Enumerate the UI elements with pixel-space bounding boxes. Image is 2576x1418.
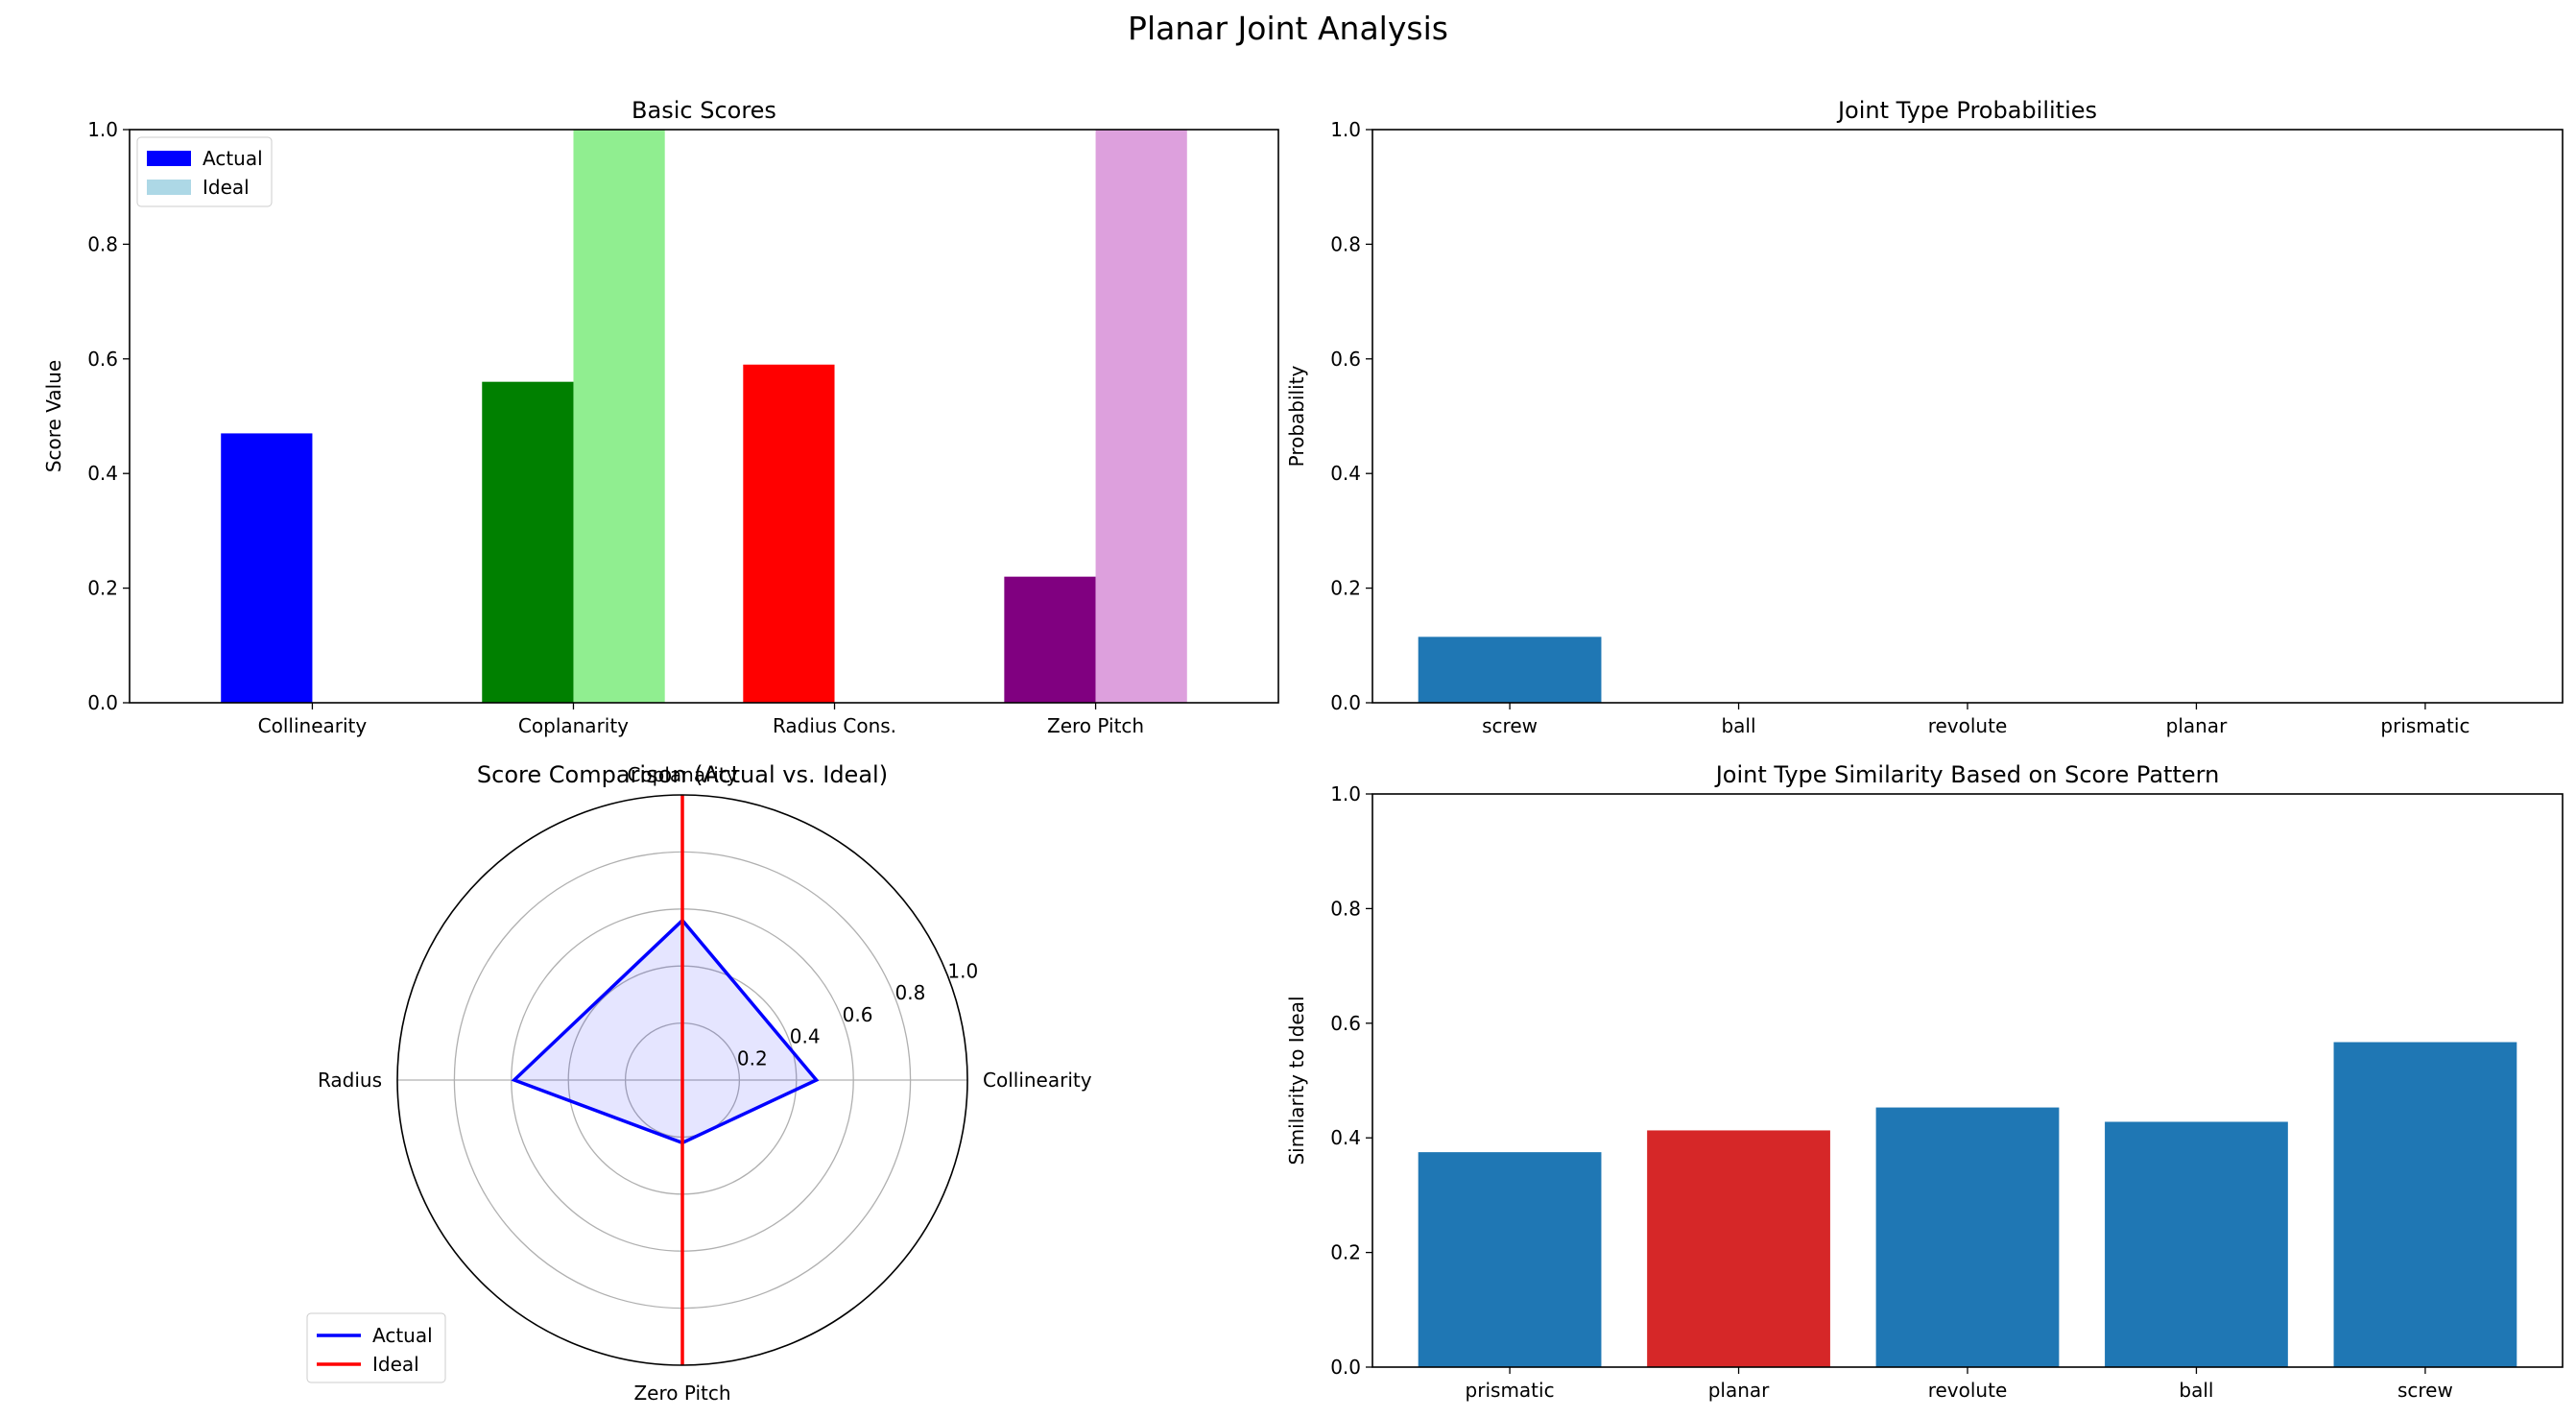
bar-prismatic <box>1418 1152 1602 1367</box>
legend: Actual Ideal <box>306 1312 446 1383</box>
bar-actual-radius-cons <box>743 364 835 703</box>
axis-label-coplanarity: Coplanarity <box>627 763 737 786</box>
y-tick-label: 0.4 <box>1330 462 1361 485</box>
y-tick-label: 1.0 <box>87 118 118 141</box>
chart-title: Joint Type Similarity Based on Score Pat… <box>1714 761 2220 788</box>
axis-label-collinearity: Collinearity <box>983 1069 1092 1092</box>
y-tick-label: 0.6 <box>87 348 118 371</box>
axis-label-zero-pitch: Zero Pitch <box>633 1382 730 1405</box>
axes-frame <box>1371 129 2564 704</box>
chart-score-comparison: 0.2 0.4 0.6 0.8 1.0 Collinearity Coplanarity Ra… <box>306 761 1092 1405</box>
y-tick-label: 1.0 <box>1330 782 1361 805</box>
y-tick-label: 0.0 <box>1330 691 1361 714</box>
x-tick-label-collinearity: Collinearity <box>258 714 368 737</box>
x-tick-label-ball: ball <box>2179 1379 2213 1402</box>
y-axis-label: Similarity to Ideal <box>1285 996 1308 1165</box>
x-tick-label-planar: planar <box>2166 714 2228 737</box>
r-tick-label: 0.6 <box>843 1003 873 1026</box>
x-tick-label-prismatic: prismatic <box>2380 714 2469 737</box>
y-tick-label: 0.0 <box>1330 1356 1361 1379</box>
radar-area-actual <box>513 920 817 1143</box>
x-tick-label-revolute: revolute <box>1928 1379 2008 1402</box>
legend-label-actual: Actual <box>372 1324 433 1347</box>
axes-frame <box>1371 793 2564 1368</box>
chart-title: Joint Type Probabilities <box>1836 97 2097 124</box>
r-tick-label: 0.4 <box>790 1025 821 1048</box>
x-tick-label-screw: screw <box>2397 1379 2453 1402</box>
y-tick-label: 0.6 <box>1330 1012 1361 1035</box>
legend-swatch-ideal <box>147 180 191 195</box>
x-tick-label-coplanarity: Coplanarity <box>518 714 629 737</box>
y-tick-label: 0.6 <box>1330 348 1361 371</box>
y-tick-label: 0.0 <box>87 691 118 714</box>
legend-label-ideal: Ideal <box>372 1353 419 1376</box>
chart-joint-type-similarity: prismatic planar revolute ball screw 0.0 0.2 0.… <box>1285 761 2564 1402</box>
x-tick-label-prismatic: prismatic <box>1466 1379 1555 1402</box>
chart-title: Score Comparison (Actual vs. Ideal) <box>477 761 888 788</box>
bar-screw <box>2333 1042 2517 1367</box>
y-tick-label: 0.8 <box>87 232 118 255</box>
chart-basic-scores: Collinearity Coplanarity Radius Cons. Zero … <box>42 97 1279 737</box>
x-tick-label-ball: ball <box>1721 714 1755 737</box>
y-tick-label: 0.8 <box>1330 897 1361 920</box>
x-tick-label-revolute: revolute <box>1928 714 2008 737</box>
bar-actual-collinearity <box>221 433 313 703</box>
y-tick-label: 0.2 <box>1330 1241 1361 1264</box>
legend: Actual Ideal <box>136 136 273 207</box>
y-axis-label: Score Value <box>42 360 65 472</box>
polar-frame <box>396 794 968 1366</box>
y-tick-label: 0.2 <box>1330 577 1361 600</box>
axes-frame <box>129 129 1279 704</box>
bar-ideal-zero-pitch <box>1095 130 1187 703</box>
bar-revolute <box>1875 1107 2060 1367</box>
r-tick-label: 0.2 <box>737 1046 768 1070</box>
chart-title: Basic Scores <box>632 97 776 124</box>
legend-label-actual: Actual <box>203 147 263 170</box>
x-tick-label-screw: screw <box>1482 714 1538 737</box>
r-tick-label: 1.0 <box>947 959 978 982</box>
y-tick-label: 1.0 <box>1330 118 1361 141</box>
y-tick-label: 0.2 <box>87 577 118 600</box>
bar-actual-coplanarity <box>482 381 574 703</box>
y-tick-label: 0.4 <box>87 462 118 485</box>
r-tick-label: 0.8 <box>895 981 926 1004</box>
chart-joint-type-probabilities: screw ball revolute planar prismatic 0.0 0.2 0.… <box>1285 97 2564 737</box>
y-tick-label: 0.8 <box>1330 232 1361 255</box>
bar-ideal-coplanarity <box>573 130 665 703</box>
x-tick-label-radius-cons: Radius Cons. <box>773 714 896 737</box>
axis-label-radius: Radius <box>318 1069 382 1092</box>
bar-screw <box>1418 637 1602 703</box>
bar-planar <box>1647 1130 1830 1367</box>
x-tick-label-planar: planar <box>1708 1379 1770 1402</box>
y-axis-label: Probability <box>1285 365 1308 467</box>
figure-title: Planar Joint Analysis <box>1128 10 1448 47</box>
radar-line-actual <box>511 918 820 1145</box>
bar-actual-zero-pitch <box>1004 576 1096 703</box>
legend-label-ideal: Ideal <box>203 176 250 199</box>
y-tick-label: 0.4 <box>1330 1126 1361 1149</box>
bar-ball <box>2105 1121 2288 1367</box>
x-tick-label-zero-pitch: Zero Pitch <box>1047 714 1144 737</box>
legend-swatch-actual <box>147 151 191 166</box>
